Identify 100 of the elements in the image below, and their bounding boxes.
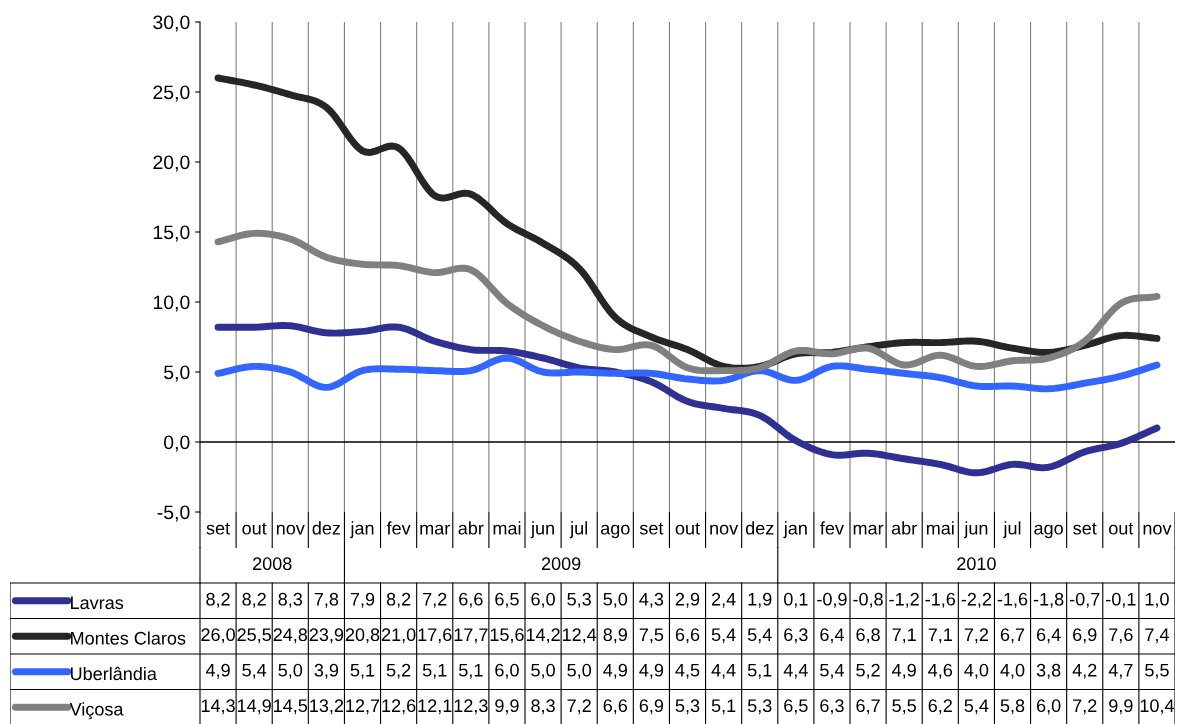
x-tick-label: nov bbox=[276, 524, 305, 535]
x-tick-label: fev bbox=[386, 521, 411, 535]
data-label: 26,0 bbox=[201, 628, 235, 644]
data-label: 4,2 bbox=[1072, 663, 1097, 679]
data-label: 5,3 bbox=[675, 699, 700, 715]
data-label: 7,8 bbox=[314, 592, 339, 608]
data-label: 8,3 bbox=[278, 592, 303, 608]
data-label: 20,8 bbox=[345, 628, 380, 644]
data-label: 6,4 bbox=[1036, 628, 1061, 644]
data-label: -1,2 bbox=[889, 592, 919, 608]
x-tick-label: set bbox=[206, 522, 230, 535]
data-label: 13,2 bbox=[310, 699, 344, 715]
data-label: 5,4 bbox=[242, 664, 267, 679]
y-tick-label: 5,0 bbox=[164, 365, 190, 382]
data-label: 5,1 bbox=[747, 664, 772, 679]
data-label: 6,6 bbox=[675, 628, 700, 644]
data-label: 6,7 bbox=[856, 699, 880, 715]
data-label: 21,0 bbox=[381, 628, 416, 644]
data-label: -0,1 bbox=[1106, 592, 1136, 608]
data-label: 5,3 bbox=[747, 699, 772, 715]
data-label: 6,0 bbox=[1036, 699, 1061, 715]
data-label: 5,2 bbox=[856, 663, 880, 679]
legend-label: Lavras bbox=[71, 596, 124, 610]
data-label: 14,3 bbox=[201, 699, 235, 715]
data-label: 9,9 bbox=[1109, 699, 1133, 715]
data-label: 3,8 bbox=[1036, 663, 1061, 679]
x-tick-label: jun bbox=[963, 521, 988, 539]
data-label: 6,9 bbox=[1073, 628, 1097, 644]
x-tick-label: fev bbox=[820, 521, 844, 535]
x-tick-label: dez bbox=[312, 521, 341, 535]
data-label: 7,2 bbox=[567, 699, 591, 715]
x-tick-label: dez bbox=[745, 521, 774, 535]
legend-label: Montes Claros bbox=[71, 631, 186, 645]
data-label: 6,3 bbox=[820, 699, 844, 715]
data-label: 4,5 bbox=[675, 664, 700, 679]
data-label: 6,5 bbox=[495, 592, 519, 608]
x-tick-label: jun bbox=[530, 521, 554, 539]
data-label: 14,9 bbox=[237, 699, 271, 715]
x-tick-label: nov bbox=[1143, 524, 1172, 535]
data-label: 8,2 bbox=[242, 592, 266, 608]
x-tick-label: jan bbox=[783, 521, 807, 539]
data-label: 6,2 bbox=[928, 699, 952, 715]
data-label: 7,1 bbox=[928, 628, 952, 644]
data-label: 3,9 bbox=[314, 663, 339, 679]
x-tick-label: set bbox=[1073, 522, 1097, 535]
data-label: 6,7 bbox=[1000, 628, 1025, 644]
data-label: 0,1 bbox=[783, 592, 808, 608]
x-tick-label: ago bbox=[600, 524, 630, 539]
data-label: 4,0 bbox=[964, 663, 989, 679]
data-label: 5,0 bbox=[531, 663, 555, 679]
data-label: 17,7 bbox=[454, 628, 488, 644]
data-label: 6,3 bbox=[784, 628, 808, 644]
data-label: 7,6 bbox=[1109, 628, 1133, 644]
data-label: 4,9 bbox=[205, 663, 230, 679]
data-label: 6,0 bbox=[531, 592, 555, 608]
data-label: 5,5 bbox=[892, 699, 916, 715]
data-label: 4,3 bbox=[639, 592, 664, 608]
data-label: 12,6 bbox=[382, 699, 416, 715]
x-tick-label: mai bbox=[493, 521, 521, 535]
data-label: 6,6 bbox=[603, 699, 628, 715]
data-label: 5,4 bbox=[747, 628, 772, 644]
data-label: 8,9 bbox=[603, 628, 627, 644]
data-label: 7,5 bbox=[639, 628, 664, 644]
data-label: 1,9 bbox=[748, 592, 772, 608]
data-label: 5,4 bbox=[820, 664, 844, 679]
x-tick-label: abr bbox=[891, 521, 917, 535]
data-label: 8,2 bbox=[206, 592, 230, 608]
data-label: 4,9 bbox=[603, 663, 627, 679]
data-label: 8,2 bbox=[386, 592, 411, 608]
data-label: 14,2 bbox=[526, 628, 560, 644]
y-tick-label: 10,0 bbox=[153, 295, 190, 312]
data-label: -1,6 bbox=[997, 592, 1028, 608]
data-label: 5,1 bbox=[422, 664, 447, 679]
data-label: 23,9 bbox=[309, 628, 344, 644]
data-label: -0,8 bbox=[853, 592, 883, 608]
data-label: 5,4 bbox=[711, 628, 736, 644]
data-label: 5,0 bbox=[567, 663, 592, 679]
x-tick-label: mar bbox=[853, 524, 884, 535]
data-label: -1,8 bbox=[1033, 592, 1064, 608]
data-label: 6,0 bbox=[495, 663, 519, 679]
data-label: 4,0 bbox=[1000, 663, 1025, 679]
data-label: 5,1 bbox=[711, 699, 736, 715]
x-tick-label: ago bbox=[1034, 524, 1063, 539]
x-tick-label: jul bbox=[1003, 521, 1021, 539]
text: 2008 bbox=[253, 557, 292, 571]
data-label: 14,5 bbox=[274, 699, 308, 715]
x-tick-label: out bbox=[675, 522, 700, 535]
x-tick-label: nov bbox=[710, 524, 739, 535]
data-label: 15,6 bbox=[490, 628, 524, 644]
x-tick-label: jul bbox=[569, 521, 587, 539]
data-label: 4,4 bbox=[783, 664, 808, 679]
data-label: 5,5 bbox=[1145, 664, 1169, 679]
data-label: 6,6 bbox=[459, 592, 483, 608]
y-tick-label: 20,0 bbox=[153, 155, 190, 172]
legend-label: Uberlândia bbox=[70, 666, 157, 681]
data-label: 7,2 bbox=[423, 592, 447, 608]
data-label: 5,8 bbox=[1000, 699, 1025, 715]
data-label: 5,1 bbox=[350, 664, 375, 679]
data-label: 5,0 bbox=[278, 663, 303, 679]
data-label: 12,4 bbox=[562, 628, 597, 644]
